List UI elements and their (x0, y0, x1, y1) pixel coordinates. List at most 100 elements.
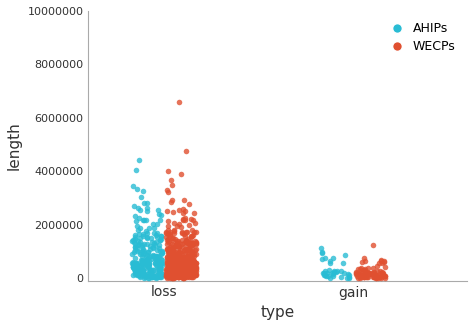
Point (189, 264, 197, 269)
Point (181, 247, 188, 252)
Point (170, 274, 178, 280)
Point (131, 214, 139, 219)
Point (173, 274, 181, 280)
Point (156, 267, 164, 273)
Point (376, 274, 383, 280)
Point (191, 268, 198, 273)
Point (360, 274, 368, 279)
Y-axis label: length: length (7, 121, 22, 170)
Point (177, 272, 184, 278)
Point (321, 255, 328, 260)
Point (144, 264, 152, 269)
Point (354, 275, 362, 280)
Point (191, 272, 199, 278)
Point (137, 275, 144, 280)
Point (180, 272, 187, 277)
Point (135, 268, 143, 274)
Point (163, 234, 170, 239)
Legend: AHIPs, WECPs: AHIPs, WECPs (379, 17, 461, 58)
Point (131, 245, 138, 250)
Point (179, 274, 186, 279)
Point (132, 236, 139, 241)
Point (169, 274, 177, 279)
Point (156, 217, 164, 223)
Point (373, 264, 381, 269)
Point (186, 247, 193, 252)
Point (139, 267, 147, 272)
Point (140, 275, 147, 281)
Point (360, 272, 367, 277)
Point (357, 266, 365, 271)
Point (136, 207, 144, 212)
Point (181, 234, 189, 239)
Point (380, 259, 388, 265)
Point (140, 200, 148, 206)
Point (183, 258, 191, 264)
Point (192, 269, 200, 274)
Point (164, 223, 172, 229)
Point (188, 249, 196, 254)
Point (148, 254, 155, 259)
Point (173, 272, 181, 277)
Point (170, 271, 178, 276)
Point (181, 269, 188, 274)
Point (375, 261, 383, 266)
Point (318, 257, 326, 262)
Point (171, 251, 178, 257)
Point (189, 274, 196, 279)
Point (177, 262, 185, 267)
Point (320, 271, 328, 276)
Point (182, 273, 190, 278)
Point (139, 188, 147, 193)
Point (184, 272, 191, 277)
Point (192, 246, 200, 251)
Point (169, 209, 177, 214)
Point (190, 271, 197, 276)
Point (135, 264, 142, 269)
Point (166, 272, 173, 277)
Point (173, 269, 181, 275)
Point (181, 273, 188, 278)
Point (164, 168, 172, 173)
Point (167, 260, 175, 265)
Point (171, 272, 179, 277)
Point (164, 267, 172, 272)
Point (192, 242, 200, 247)
Point (369, 275, 377, 280)
Point (365, 275, 372, 280)
Point (373, 272, 380, 277)
Point (145, 226, 153, 231)
Point (172, 236, 179, 242)
Point (175, 272, 183, 277)
Point (182, 273, 190, 278)
Point (158, 250, 166, 256)
Point (163, 229, 170, 234)
Point (377, 268, 384, 274)
Point (168, 275, 176, 281)
Point (157, 213, 164, 218)
Point (137, 250, 144, 255)
Point (134, 205, 142, 210)
Point (172, 268, 180, 274)
Point (163, 268, 170, 273)
Point (177, 224, 185, 229)
Point (148, 275, 155, 280)
Point (169, 270, 177, 275)
Point (364, 266, 372, 271)
Point (164, 270, 172, 276)
Point (166, 254, 173, 259)
Point (363, 274, 371, 279)
Point (359, 275, 366, 280)
Point (184, 268, 191, 273)
Point (184, 240, 191, 246)
Point (182, 271, 190, 276)
Point (134, 227, 142, 232)
Point (167, 265, 175, 270)
Point (188, 271, 196, 276)
Point (172, 264, 179, 269)
Point (189, 259, 197, 264)
Point (327, 260, 334, 266)
Point (133, 265, 141, 270)
Point (169, 274, 176, 279)
Point (178, 273, 186, 278)
